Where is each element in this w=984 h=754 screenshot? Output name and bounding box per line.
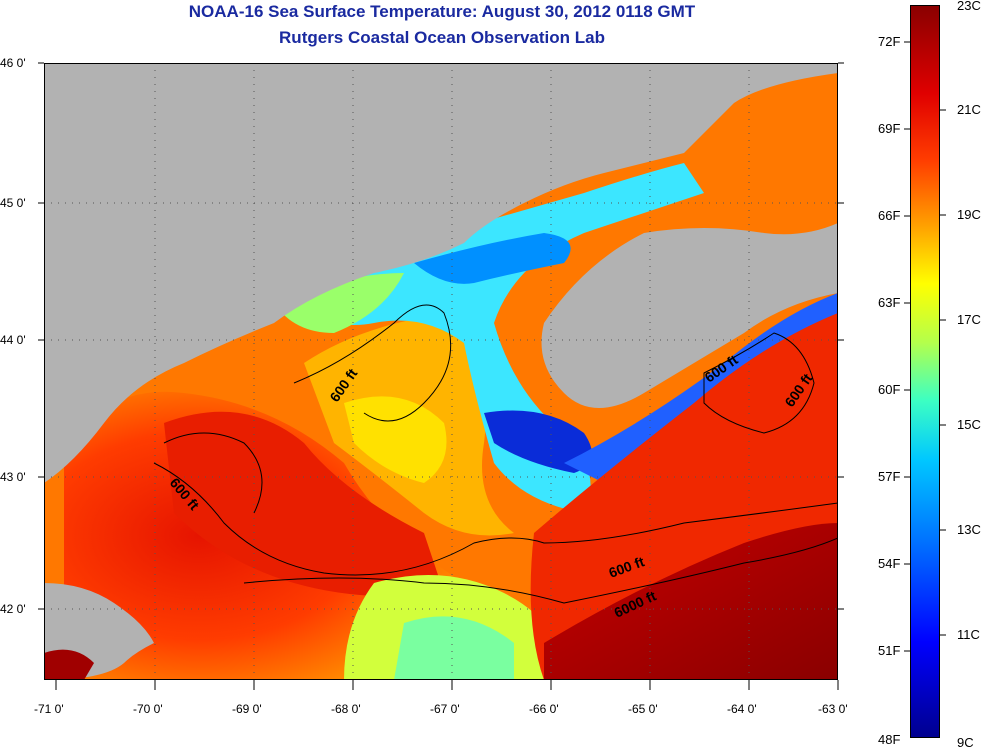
colorbar-c-21: 21C — [957, 102, 981, 117]
warm-core — [164, 411, 444, 597]
sea-surface-temperature-map: 600 ft 600 ft 600 ft 600 ft 600 ft 6000 … — [44, 63, 838, 680]
land-maine — [44, 63, 838, 483]
lon-label-67: -67 0' — [430, 702, 460, 716]
graticule — [44, 63, 838, 680]
lon-label-70: -70 0' — [133, 702, 163, 716]
lon-label-64: -64 0' — [727, 702, 757, 716]
colorbar-c-23: 23C — [957, 0, 981, 13]
cold-plume-core — [414, 233, 571, 284]
colorbar-f-66: 66F — [878, 208, 901, 223]
colorbar-c-9: 9C — [957, 735, 974, 750]
colorbar-f-60: 60F — [878, 382, 901, 397]
map-title: NOAA-16 Sea Surface Temperature: August … — [188, 2, 696, 21]
lat-label-43: 43 0' — [0, 470, 26, 484]
colorbar-f-54: 54F — [878, 556, 901, 571]
colorbar-c-13: 13C — [957, 522, 981, 537]
lon-label-66: -66 0' — [529, 702, 559, 716]
lat-label-42: 42 0' — [0, 602, 26, 616]
slope-water — [544, 523, 838, 680]
lon-label-68: -68 0' — [331, 702, 361, 716]
colorbar-c-19: 19C — [957, 207, 981, 222]
land-nova-scotia — [541, 223, 838, 408]
coastal-green — [274, 273, 404, 333]
central-yellow — [344, 396, 447, 483]
colorbar-f-57: 57F — [878, 469, 901, 484]
colorbar-f-69: 69F — [878, 121, 901, 136]
lon-label-63: -63 0' — [818, 702, 848, 716]
colorbar-c-11: 11C — [957, 627, 980, 642]
sst-map-graphic: 600 ft 600 ft 600 ft 600 ft 600 ft 6000 … — [44, 63, 838, 680]
lon-label-71: -71 0' — [34, 702, 64, 716]
southern-cyan — [394, 616, 514, 680]
lat-label-45: 45 0' — [0, 196, 26, 210]
map-frame — [44, 63, 838, 680]
colorbar-c-15: 15C — [957, 417, 981, 432]
cold-spot-nova-scotia — [484, 410, 592, 473]
colorbar-f-51: 51F — [878, 643, 901, 658]
colorbar-f-63: 63F — [878, 295, 901, 310]
lon-label-69: -69 0' — [232, 702, 262, 716]
nova-scotia-coastal-cold — [564, 293, 838, 483]
nantucket-sound-warm — [44, 649, 94, 680]
bathymetry-contours — [153, 304, 838, 604]
colorbar-f-48: 48F — [878, 732, 901, 747]
colorbar-f-72: 72F — [878, 34, 901, 49]
lat-label-46: 46 0' — [0, 56, 26, 70]
lon-label-65: -65 0' — [628, 702, 658, 716]
colorbar-c-17: 17C — [957, 312, 981, 327]
temperature-colorbar — [910, 5, 940, 738]
map-subtitle: Rutgers Coastal Ocean Observation Lab — [279, 28, 605, 47]
lat-label-44: 44 0' — [0, 333, 26, 347]
